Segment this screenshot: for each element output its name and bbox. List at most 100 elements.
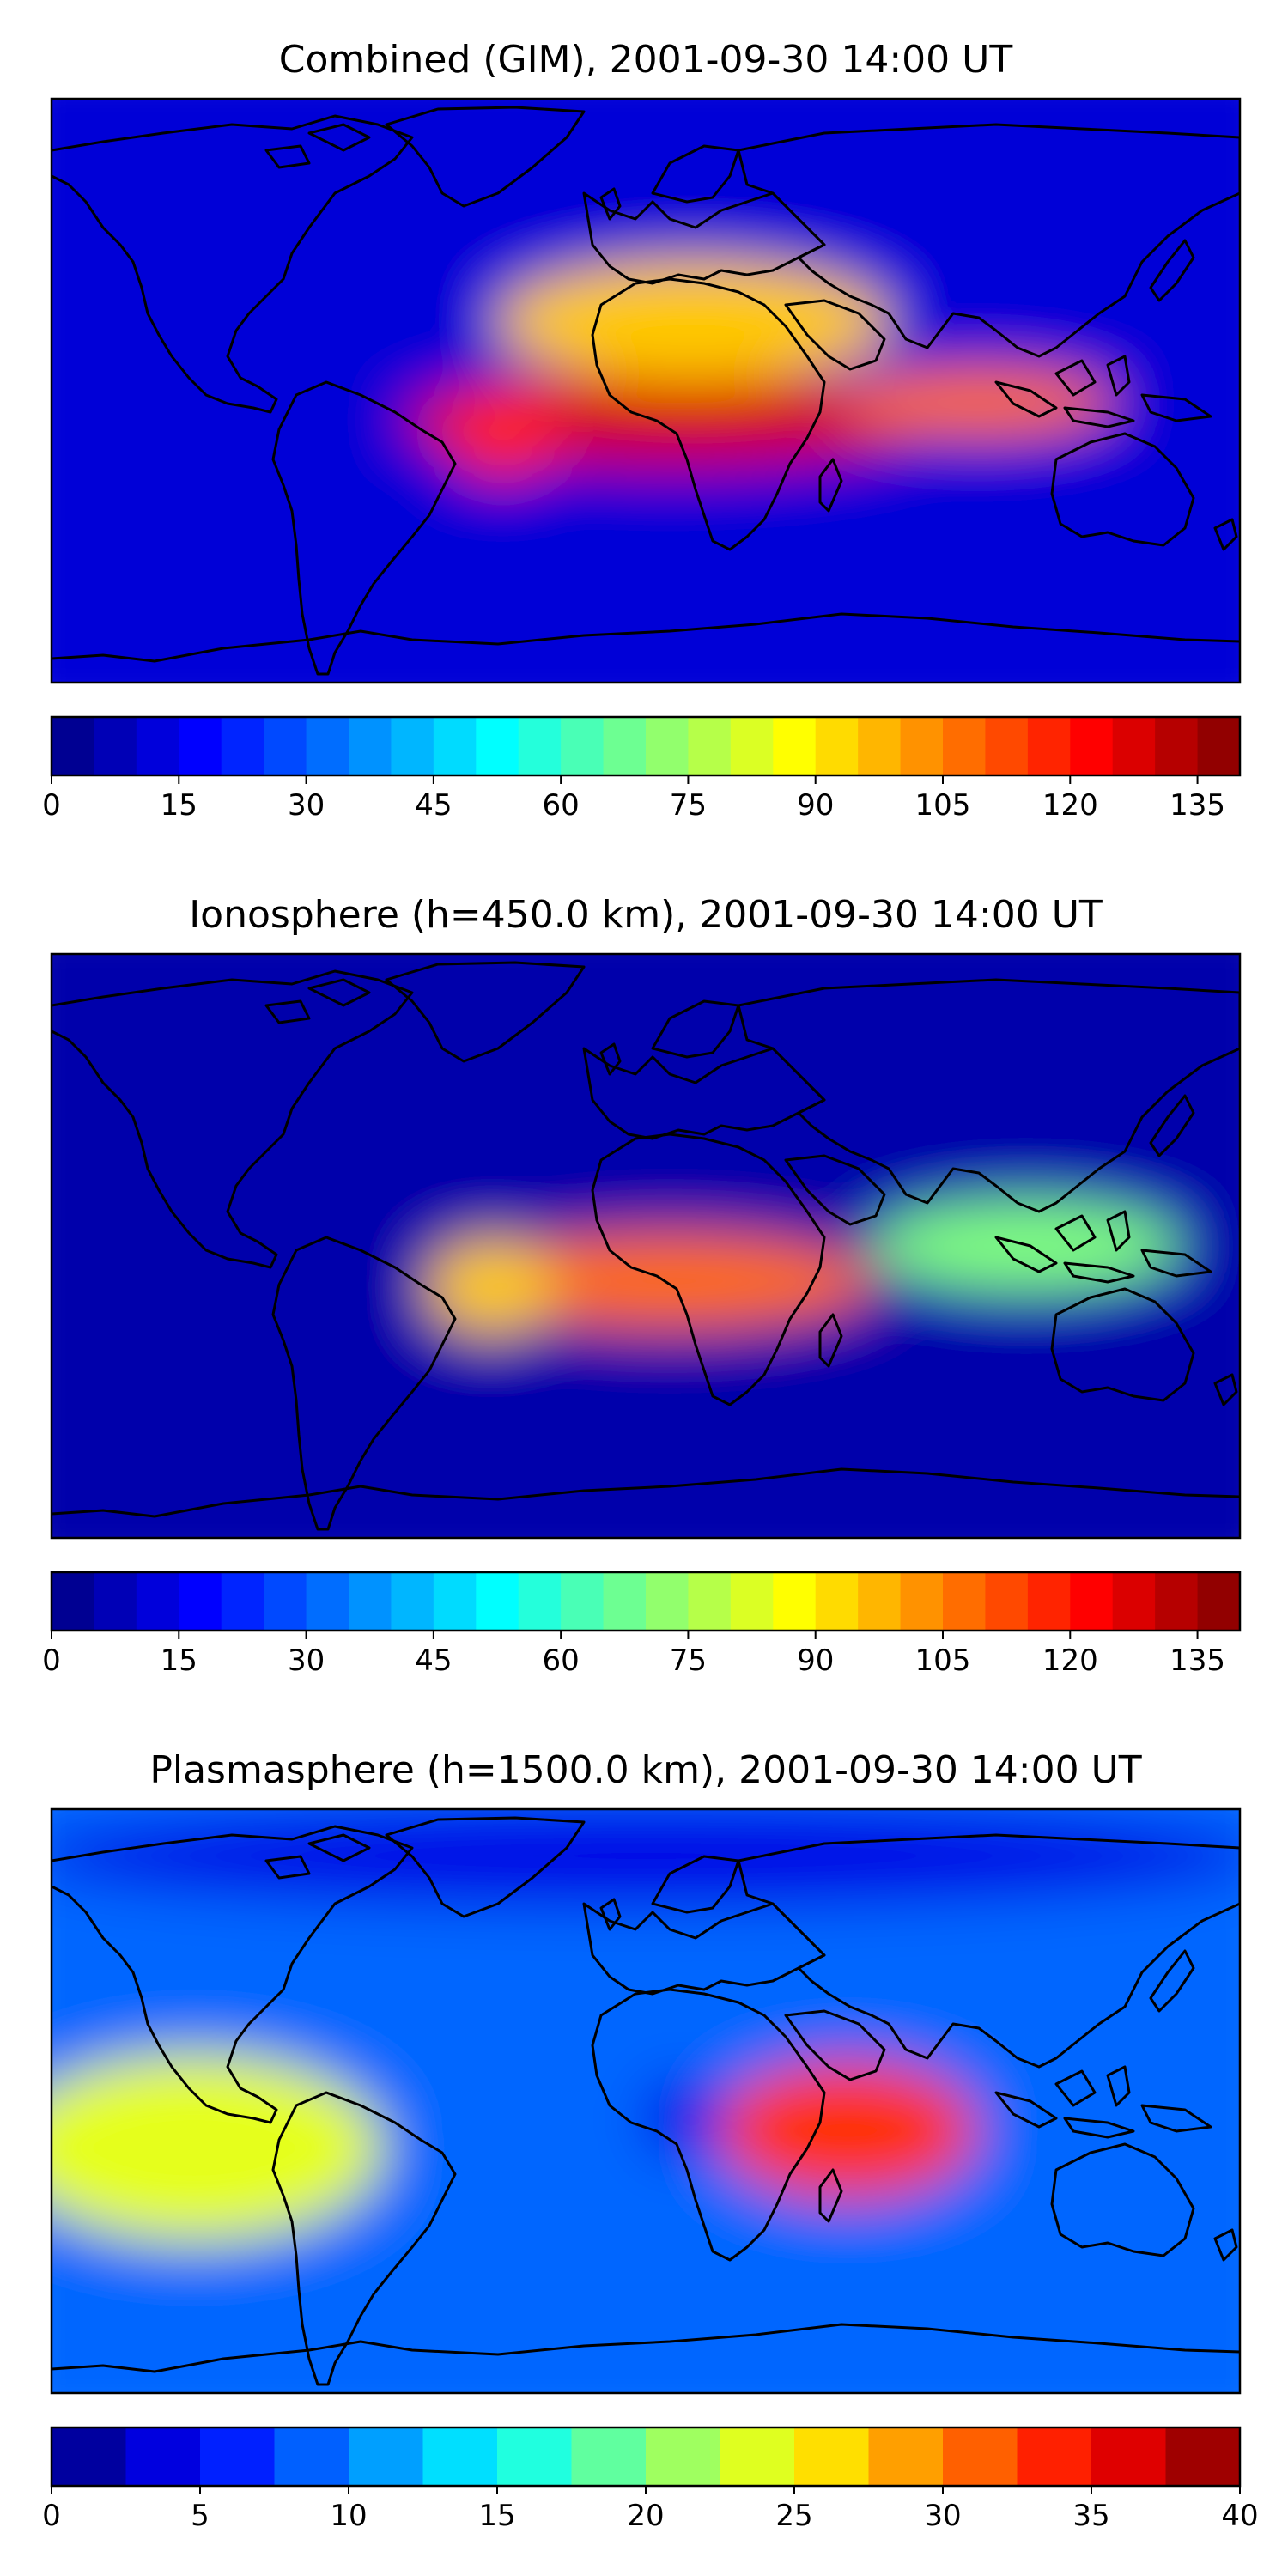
colorbar-tick-label: 135 (1170, 1643, 1225, 1678)
colorbar-tick-label: 105 (915, 788, 971, 823)
colorbar-level (730, 1572, 774, 1631)
colorbar-level (1017, 2427, 1092, 2486)
colorbar-level (730, 717, 774, 775)
colorbar-level (943, 2427, 1018, 2486)
colorbar-level (1027, 1572, 1071, 1631)
colorbar-tick-label: 45 (415, 1643, 452, 1678)
colorbar-tick-label: 30 (288, 788, 325, 823)
colorbar-level (136, 1572, 179, 1631)
colorbar-tick-label: 0 (42, 1643, 61, 1678)
colorbar-level (306, 717, 349, 775)
colorbar-tick-label: 40 (1221, 2499, 1258, 2533)
colorbar-level (646, 1572, 690, 1631)
colorbar-tick-label: 105 (915, 1643, 971, 1678)
colorbar-level (900, 717, 944, 775)
colorbar-level (561, 1572, 605, 1631)
plasmasphere-heatmap (52, 1809, 1240, 2393)
colorbar-level (1155, 1572, 1199, 1631)
colorbar-tick-label: 15 (478, 2499, 515, 2533)
ionosphere-colorbar: 0 15 30 45 60 75 90 105 120 135 (42, 1571, 1242, 1678)
combined-tec-map (50, 97, 1242, 684)
indian-ocean-band (841, 368, 1116, 437)
plasmasphere-colorbar: 0 5 10 15 20 25 30 35 40 (42, 2426, 1259, 2533)
colorbar-level (688, 717, 732, 775)
colorbar-level (1155, 717, 1199, 775)
colorbar-level (497, 2427, 573, 2486)
colorbar-tick-label: 10 (330, 2499, 367, 2533)
colorbar-level (571, 2427, 647, 2486)
colorbar-tick-label: 90 (797, 1643, 834, 1678)
colorbar-tick-label: 120 (1042, 1643, 1098, 1678)
colorbar-level (422, 2427, 498, 2486)
ionosphere-tec-map (50, 952, 1242, 1540)
panel-3-title: Plasmasphere (h=1500.0 km), 2001-09-30 1… (149, 1748, 1141, 1792)
colorbar-level (264, 1572, 307, 1631)
colorbar-level (794, 2427, 870, 2486)
colorbar-level (518, 1572, 562, 1631)
colorbar-level (1027, 717, 1071, 775)
colorbar-level (720, 2427, 795, 2486)
plasmasphere-map-frame (50, 1807, 1242, 2395)
colorbar-level (94, 1572, 137, 1631)
colorbar-tick-label: 75 (670, 788, 707, 823)
colorbar-level (943, 717, 987, 775)
colorbar-level (985, 717, 1029, 775)
colorbar-level (391, 1572, 434, 1631)
colorbar-tick-label: 20 (627, 2499, 664, 2533)
colorbar-level (221, 1572, 264, 1631)
colorbar-tick-label: 15 (161, 788, 197, 823)
colorbar-level (274, 2427, 349, 2486)
colorbar-level (349, 717, 392, 775)
colorbar-level (858, 717, 902, 775)
colorbar-level (900, 1572, 944, 1631)
colorbar-tick-label: 60 (543, 788, 580, 823)
atlantic-africa-peak (463, 1233, 876, 1328)
colorbar-level (646, 2427, 721, 2486)
colorbar-level (858, 1572, 902, 1631)
colorbar-level (349, 2427, 424, 2486)
colorbar-level (773, 717, 817, 775)
colorbar-level (1197, 1572, 1241, 1631)
colorbar-tick-label: 0 (42, 2499, 61, 2533)
colorbar-frame (50, 715, 1242, 777)
colorbar-level (94, 717, 137, 775)
colorbar-level (264, 717, 307, 775)
mid-pacific-plateau (52, 2053, 384, 2243)
colorbar-level (688, 1572, 732, 1631)
colorbar-tick-label: 60 (543, 1643, 580, 1678)
colorbar-level (646, 717, 690, 775)
plasmasphere-tec-map (50, 1807, 1242, 2395)
colorbar-level (1112, 717, 1156, 775)
panel-1-title: Combined (GIM), 2001-09-30 14:00 UT (279, 38, 1013, 82)
colorbar-tick-label: 30 (288, 1643, 325, 1678)
colorbar-level (52, 1572, 95, 1631)
colorbar-level (52, 717, 95, 775)
colorbar-level (603, 717, 647, 775)
colorbar-frame (50, 1571, 1242, 1632)
colorbar-level (985, 1572, 1029, 1631)
colorbar-tick-label: 30 (924, 2499, 961, 2533)
colorbar-level (773, 1572, 817, 1631)
colorbar-level (1070, 717, 1114, 775)
colorbar-level (179, 1572, 222, 1631)
colorbar-level (815, 1572, 859, 1631)
colorbar-tick-label: 0 (42, 788, 61, 823)
colorbar-level (125, 2427, 201, 2486)
colorbar-level (200, 2427, 276, 2486)
colorbar-tick-label: 35 (1072, 2499, 1109, 2533)
colorbar-level (179, 717, 222, 775)
tec-field-2 (52, 1809, 1240, 2393)
colorbar-level (306, 1572, 349, 1631)
indian-ocean-peak (719, 2062, 977, 2199)
colorbar-tick-label: 120 (1042, 788, 1098, 823)
colorbar-level (221, 717, 264, 775)
colorbar-level (52, 2427, 127, 2486)
colorbar-level (1165, 2427, 1241, 2486)
colorbar-tick-label: 5 (191, 2499, 210, 2533)
colorbar-level (476, 1572, 519, 1631)
colorbar-level (136, 717, 179, 775)
combined-map-frame (50, 97, 1242, 684)
north-polar-min (52, 1809, 1240, 1908)
colorbar-level (433, 1572, 477, 1631)
